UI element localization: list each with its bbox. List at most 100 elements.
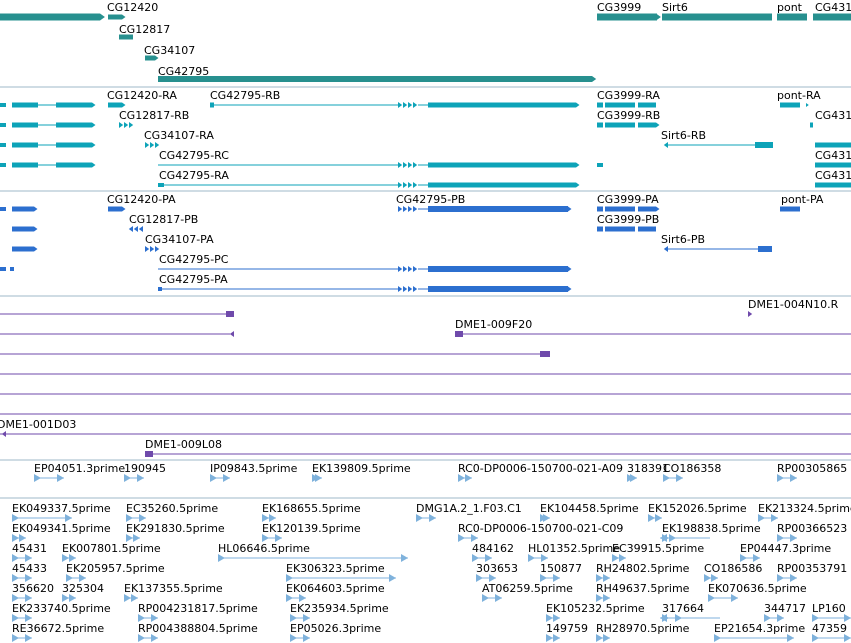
exon-block[interactable] <box>12 246 34 252</box>
est-marker[interactable] <box>151 614 158 622</box>
est-marker[interactable] <box>65 514 72 522</box>
exon-block[interactable] <box>226 311 234 317</box>
est-marker[interactable] <box>708 594 715 602</box>
est-marker[interactable] <box>401 554 408 562</box>
exon-block[interactable] <box>455 331 463 337</box>
est-marker[interactable] <box>303 614 310 622</box>
exon-block[interactable] <box>597 206 603 212</box>
exon-block[interactable] <box>12 142 38 148</box>
exon-block[interactable] <box>0 103 6 107</box>
est-marker[interactable] <box>540 574 547 582</box>
est-marker[interactable] <box>12 614 19 622</box>
exon-block[interactable] <box>210 102 214 108</box>
est-marker[interactable] <box>429 514 436 522</box>
exon-block[interactable] <box>56 142 92 148</box>
exon-block[interactable] <box>145 451 153 457</box>
est-marker[interactable] <box>619 554 626 562</box>
gene-feature[interactable] <box>158 76 592 82</box>
exon-block[interactable] <box>810 122 813 128</box>
exon-block[interactable] <box>780 102 800 108</box>
est-marker[interactable] <box>489 574 496 582</box>
est-marker[interactable] <box>471 534 478 542</box>
est-marker[interactable] <box>416 514 423 522</box>
exon-block[interactable] <box>597 102 603 108</box>
exon-block[interactable] <box>12 206 34 212</box>
est-marker[interactable] <box>25 574 32 582</box>
est-marker[interactable] <box>69 554 76 562</box>
exon-block[interactable] <box>815 162 851 168</box>
est-marker[interactable] <box>62 554 69 562</box>
est-marker[interactable] <box>482 594 489 602</box>
exon-block[interactable] <box>12 226 34 232</box>
est-marker[interactable] <box>790 574 797 582</box>
est-marker[interactable] <box>275 534 282 542</box>
est-marker[interactable] <box>299 594 306 602</box>
est-marker[interactable] <box>25 614 32 622</box>
est-marker[interactable] <box>458 474 465 482</box>
est-marker[interactable] <box>19 534 26 542</box>
exon-block[interactable] <box>755 142 773 148</box>
est-marker[interactable] <box>553 634 560 642</box>
est-marker[interactable] <box>269 514 276 522</box>
exon-block[interactable] <box>638 206 656 212</box>
est-marker[interactable] <box>758 514 765 522</box>
exon-block[interactable] <box>428 102 576 108</box>
est-marker[interactable] <box>223 474 230 482</box>
est-marker[interactable] <box>286 594 293 602</box>
exon-block[interactable] <box>597 163 603 167</box>
exon-block[interactable] <box>0 163 6 167</box>
est-marker[interactable] <box>126 514 133 522</box>
est-marker[interactable] <box>286 574 293 582</box>
exon-block[interactable] <box>12 122 38 128</box>
est-marker[interactable] <box>79 574 86 582</box>
est-marker[interactable] <box>812 634 819 642</box>
est-marker[interactable] <box>711 574 718 582</box>
est-marker[interactable] <box>740 554 747 562</box>
est-marker[interactable] <box>476 574 483 582</box>
est-marker[interactable] <box>553 614 560 622</box>
gene-feature[interactable] <box>813 13 851 21</box>
est-marker[interactable] <box>124 594 131 602</box>
est-marker[interactable] <box>777 474 784 482</box>
exon-block[interactable] <box>0 143 6 147</box>
est-marker[interactable] <box>596 574 603 582</box>
est-marker[interactable] <box>648 514 655 522</box>
est-marker[interactable] <box>472 554 479 562</box>
exon-block[interactable] <box>540 351 550 357</box>
est-marker[interactable] <box>133 534 140 542</box>
est-marker[interactable] <box>553 574 560 582</box>
est-marker[interactable] <box>790 534 797 542</box>
exon-block[interactable] <box>815 142 851 148</box>
exon-block[interactable] <box>108 206 122 212</box>
exon-block[interactable] <box>0 123 6 127</box>
est-marker[interactable] <box>603 634 610 642</box>
exon-block[interactable] <box>758 246 772 252</box>
est-marker[interactable] <box>151 634 158 642</box>
est-marker[interactable] <box>262 514 269 522</box>
est-marker[interactable] <box>138 614 145 622</box>
est-marker[interactable] <box>777 534 784 542</box>
est-marker[interactable] <box>663 474 670 482</box>
est-marker[interactable] <box>210 474 217 482</box>
est-marker[interactable] <box>777 614 784 622</box>
est-marker[interactable] <box>12 634 19 642</box>
est-marker[interactable] <box>126 534 133 542</box>
gene-feature[interactable] <box>119 34 133 40</box>
exon-block[interactable] <box>428 162 576 168</box>
est-marker[interactable] <box>528 554 535 562</box>
est-marker[interactable] <box>389 574 396 582</box>
est-marker[interactable] <box>596 594 603 602</box>
exon-block[interactable] <box>638 122 656 128</box>
est-marker[interactable] <box>603 574 610 582</box>
est-marker[interactable] <box>25 634 32 642</box>
est-marker[interactable] <box>57 474 64 482</box>
est-marker[interactable] <box>66 574 73 582</box>
est-marker[interactable] <box>787 634 794 642</box>
est-marker[interactable] <box>485 554 492 562</box>
est-marker[interactable] <box>218 554 225 562</box>
est-marker[interactable] <box>790 474 797 482</box>
exon-block[interactable] <box>0 267 6 271</box>
exon-block[interactable] <box>12 102 38 108</box>
est-marker[interactable] <box>315 474 322 482</box>
exon-block[interactable] <box>56 162 92 168</box>
